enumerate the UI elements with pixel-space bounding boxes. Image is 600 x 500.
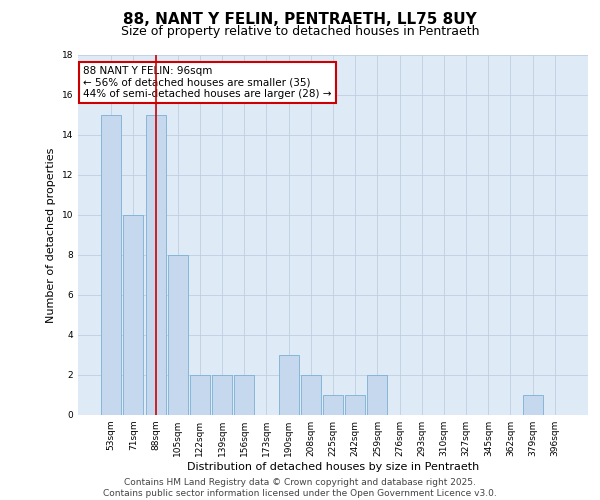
Bar <box>278 355 299 415</box>
Bar <box>234 375 254 415</box>
X-axis label: Distribution of detached houses by size in Pentraeth: Distribution of detached houses by size … <box>187 462 479 472</box>
Text: 88, NANT Y FELIN, PENTRAETH, LL75 8UY: 88, NANT Y FELIN, PENTRAETH, LL75 8UY <box>123 12 477 28</box>
Bar <box>523 395 542 415</box>
Bar <box>345 395 365 415</box>
Bar <box>323 395 343 415</box>
Y-axis label: Number of detached properties: Number of detached properties <box>46 148 56 322</box>
Bar <box>101 115 121 415</box>
Text: Contains HM Land Registry data © Crown copyright and database right 2025.
Contai: Contains HM Land Registry data © Crown c… <box>103 478 497 498</box>
Bar <box>146 115 166 415</box>
Bar <box>367 375 388 415</box>
Bar <box>301 375 321 415</box>
Bar <box>190 375 210 415</box>
Bar <box>124 215 143 415</box>
Bar <box>168 255 188 415</box>
Bar <box>212 375 232 415</box>
Text: Size of property relative to detached houses in Pentraeth: Size of property relative to detached ho… <box>121 25 479 38</box>
Text: 88 NANT Y FELIN: 96sqm
← 56% of detached houses are smaller (35)
44% of semi-det: 88 NANT Y FELIN: 96sqm ← 56% of detached… <box>83 66 332 99</box>
